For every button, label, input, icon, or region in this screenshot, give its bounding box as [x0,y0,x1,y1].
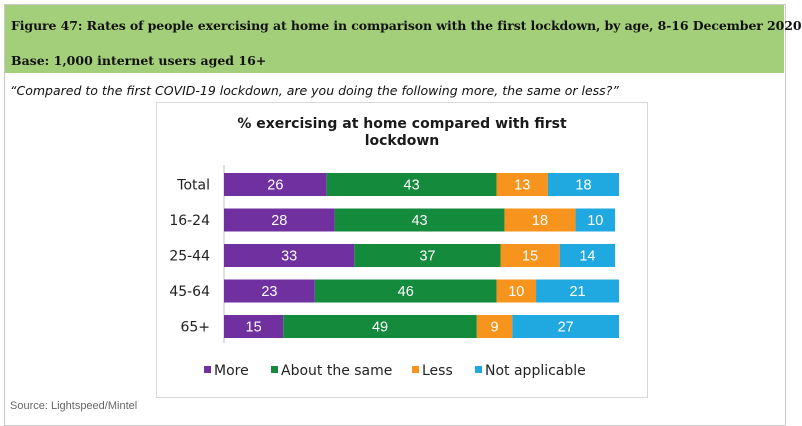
bar-segment [314,279,497,303]
bar-segment [224,315,284,338]
bar-segment [559,244,616,267]
bar-segment [354,244,501,267]
data-label: 9 [491,320,499,336]
data-label: 49 [372,320,388,336]
data-label: 21 [569,284,585,300]
legend-swatch [475,366,482,373]
chart-container: % exercising at home compared with first… [156,102,648,398]
legend-label: Not applicable [485,363,586,379]
data-label: 15 [246,320,262,336]
data-label: 43 [404,178,420,194]
bar-segment [496,173,548,196]
legend-label: About the same [281,363,392,379]
data-label: 43 [411,213,427,229]
category-label: 65+ [180,320,210,336]
bar-segment [512,315,619,338]
data-label: 27 [558,320,574,336]
figure-header: Figure 47: Rates of people exercising at… [5,5,802,73]
bar-segment [575,208,616,232]
data-label: 26 [267,178,283,194]
category-label: Total [176,178,210,194]
chart-title-line: lockdown [365,133,440,149]
chart-title-line: % exercising at home compared with first [237,116,567,132]
figure-title: Figure 47: Rates of people exercising at… [11,18,802,33]
figure-source: Source: Lightspeed/Mintel [10,400,138,412]
bar-segment [500,244,560,267]
legend-label: Less [422,363,453,379]
bar-segment [283,315,477,338]
bar-segment [536,279,619,303]
survey-question: “Compared to the first COVID-19 lockdown… [10,83,619,98]
bar-segment [326,173,497,196]
category-label: 45-64 [169,284,210,300]
data-label: 37 [419,249,435,265]
data-label: 14 [579,249,595,265]
bar-segment [504,208,576,232]
bar-segment [224,173,327,196]
bar-segment [547,173,619,196]
data-label: 28 [271,213,287,229]
data-label: 33 [281,249,297,265]
category-label: 25-44 [169,249,210,265]
bar-segment [496,279,537,303]
data-label: 23 [261,284,277,300]
bar-segment [224,208,335,232]
data-label: 10 [587,213,603,229]
bar-segment [224,244,355,267]
data-label: 13 [514,178,530,194]
legend-swatch [271,366,278,373]
data-label: 46 [398,284,414,300]
legend-swatch [204,366,211,373]
category-label: 16-24 [169,213,210,229]
legend-swatch [412,366,419,373]
data-label: 15 [522,249,538,265]
data-label: 10 [508,284,524,300]
bar-segment [224,279,315,303]
data-label: 18 [532,213,548,229]
bar-segment [334,208,505,232]
data-label: 18 [575,178,591,194]
bar-segment [476,315,513,338]
figure-base: Base: 1,000 internet users aged 16+ [11,53,267,68]
legend-label: More [214,363,249,379]
stacked-bar-chart: % exercising at home compared with first… [169,116,619,379]
